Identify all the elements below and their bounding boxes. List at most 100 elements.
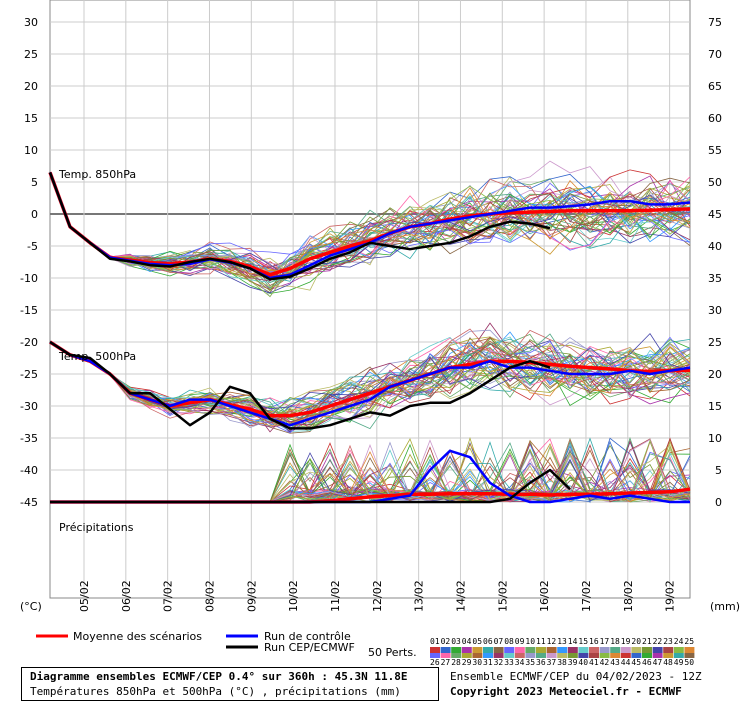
pert-legend-swatch: [514, 647, 525, 653]
right-tick-label: 70: [708, 48, 722, 61]
left-tick-label: -40: [20, 464, 38, 477]
pert-legend-swatch: [578, 647, 589, 653]
left-axis-unit: (°C): [20, 600, 42, 613]
pert-legend-number: 32: [494, 658, 504, 667]
footer-subtitle: Températures 850hPa et 500hPa (°C) , pré…: [30, 685, 401, 698]
pert-legend-number: 06: [483, 637, 493, 646]
pert-legend-number: 34: [515, 658, 525, 667]
right-tick-label: 45: [708, 208, 722, 221]
pert-legend-swatch: [673, 647, 684, 653]
pert-legend-swatch: [461, 653, 472, 658]
panel-label-t850: Temp. 850hPa: [58, 168, 136, 181]
pert-legend-swatch: [620, 653, 631, 658]
panel-label-t500: Temp. 500hPa: [58, 350, 136, 363]
pert-legend-number: 37: [547, 658, 557, 667]
pert-legend-number: 31: [483, 658, 493, 667]
pert-legend-swatch: [642, 647, 652, 653]
pert-legend-number: 50: [684, 658, 694, 667]
pert-legend-swatch: [525, 653, 536, 658]
pert-legend-swatch: [430, 647, 440, 653]
pert-legend-number: 22: [653, 637, 663, 646]
pert-legend-number: 19: [621, 637, 631, 646]
perturbation-line: [49, 172, 691, 265]
pert-legend-number: 33: [504, 658, 514, 667]
perturbation-line: [49, 328, 691, 426]
pert-legend-swatch: [536, 647, 546, 653]
x-tick-label: 08/02: [203, 580, 216, 612]
pert-legend-swatch: [451, 653, 462, 658]
left-tick-label: 0: [31, 208, 38, 221]
left-tick-label: -20: [20, 336, 38, 349]
plot-frame: [49, 0, 691, 599]
pert-legend-number: 04: [462, 637, 472, 646]
left-tick-label: -30: [20, 400, 38, 413]
pert-legend-number: 17: [600, 637, 610, 646]
pert-legend-number: 11: [536, 637, 546, 646]
pert-legend-swatch: [472, 647, 483, 653]
pert-legend-number: 27: [441, 658, 451, 667]
pert-legend-number: 28: [451, 658, 461, 667]
pert-legend-number: 16: [589, 637, 599, 646]
right-tick-label: 65: [708, 80, 722, 93]
series-line-cep: [49, 340, 551, 430]
x-tick-label: 15/02: [496, 580, 509, 612]
x-tick-label: 13/02: [413, 580, 426, 612]
pert-legend-swatch: [536, 653, 546, 658]
series-line-control: [49, 340, 691, 427]
pert-legend-swatch: [493, 647, 504, 653]
pert-legend-swatch: [652, 647, 663, 653]
pert-legend-swatch: [567, 647, 578, 653]
pert-legend-swatch: [546, 653, 557, 658]
pert-legend-swatch: [546, 647, 557, 653]
right-tick-label: 15: [708, 400, 722, 413]
pert-legend-swatch: [663, 647, 674, 653]
pert-legend-swatch: [440, 653, 451, 658]
left-tick-label: -10: [20, 272, 38, 285]
pert-legend-swatch: [440, 647, 451, 653]
x-axis-ticks: 05/02 06/02 07/02 08/02 09/02 10/02 11/02 12/02…: [78, 580, 677, 612]
legend-control-label: Run de contrôle: [264, 630, 351, 643]
pert-legend-number: 39: [568, 658, 578, 667]
main-series: [48, 171, 691, 504]
perturbation-line: [49, 337, 691, 415]
left-tick-label: 15: [24, 112, 38, 125]
pert-legend-number: 09: [515, 637, 525, 646]
pert-legend-number: 42: [600, 658, 610, 667]
left-axis-ticks: 30 25 20 15 10 5 0 -5 -10 -15 -20 -25 -30 -35 -40 -45: [20, 16, 38, 509]
footer-title-box: Diagramme ensembles ECMWF/CEP 0.4° sur 3…: [21, 667, 439, 701]
pert-legend-swatch: [652, 653, 663, 658]
perturbation-line: [49, 172, 691, 275]
pert-legend-number: 12: [547, 637, 557, 646]
right-tick-label: 55: [708, 144, 722, 157]
perturbation-line: [49, 172, 691, 283]
pert-legend-swatch: [493, 653, 504, 658]
pert-legend-swatch: [504, 647, 515, 653]
footer-title: Diagramme ensembles ECMWF/CEP 0.4° sur 3…: [30, 670, 408, 683]
x-tick-label: 18/02: [622, 580, 635, 612]
pert-legend-swatch: [684, 653, 695, 658]
pert-legend-number: 40: [578, 658, 588, 667]
pert-legend-swatch: [430, 653, 440, 658]
pert-legend-swatch: [599, 653, 610, 658]
pert-legend-swatch: [578, 653, 589, 658]
pert-legend-number: 49: [674, 658, 684, 667]
pert-legend-swatch: [483, 653, 493, 658]
x-tick-label: 11/02: [329, 580, 342, 612]
pert-legend-number: 02: [441, 637, 451, 646]
left-tick-label: 30: [24, 16, 38, 29]
x-tick-label: 16/02: [538, 580, 551, 612]
legend-mean-label: Moyenne des scénarios: [73, 630, 202, 643]
pert-legend-swatch: [483, 647, 493, 653]
pert-legend-swatch: [557, 653, 568, 658]
perturbation-line: [49, 342, 691, 415]
series-line-mean: [48, 171, 691, 277]
perturbation-line: [49, 172, 691, 289]
pert-legend-number: 30: [472, 658, 482, 667]
perturbation-line: [49, 338, 691, 419]
pert-legend-swatch: [631, 647, 642, 653]
perturbation-line: [49, 172, 691, 292]
x-tick-label: 06/02: [120, 580, 133, 612]
left-tick-label: 10: [24, 144, 38, 157]
